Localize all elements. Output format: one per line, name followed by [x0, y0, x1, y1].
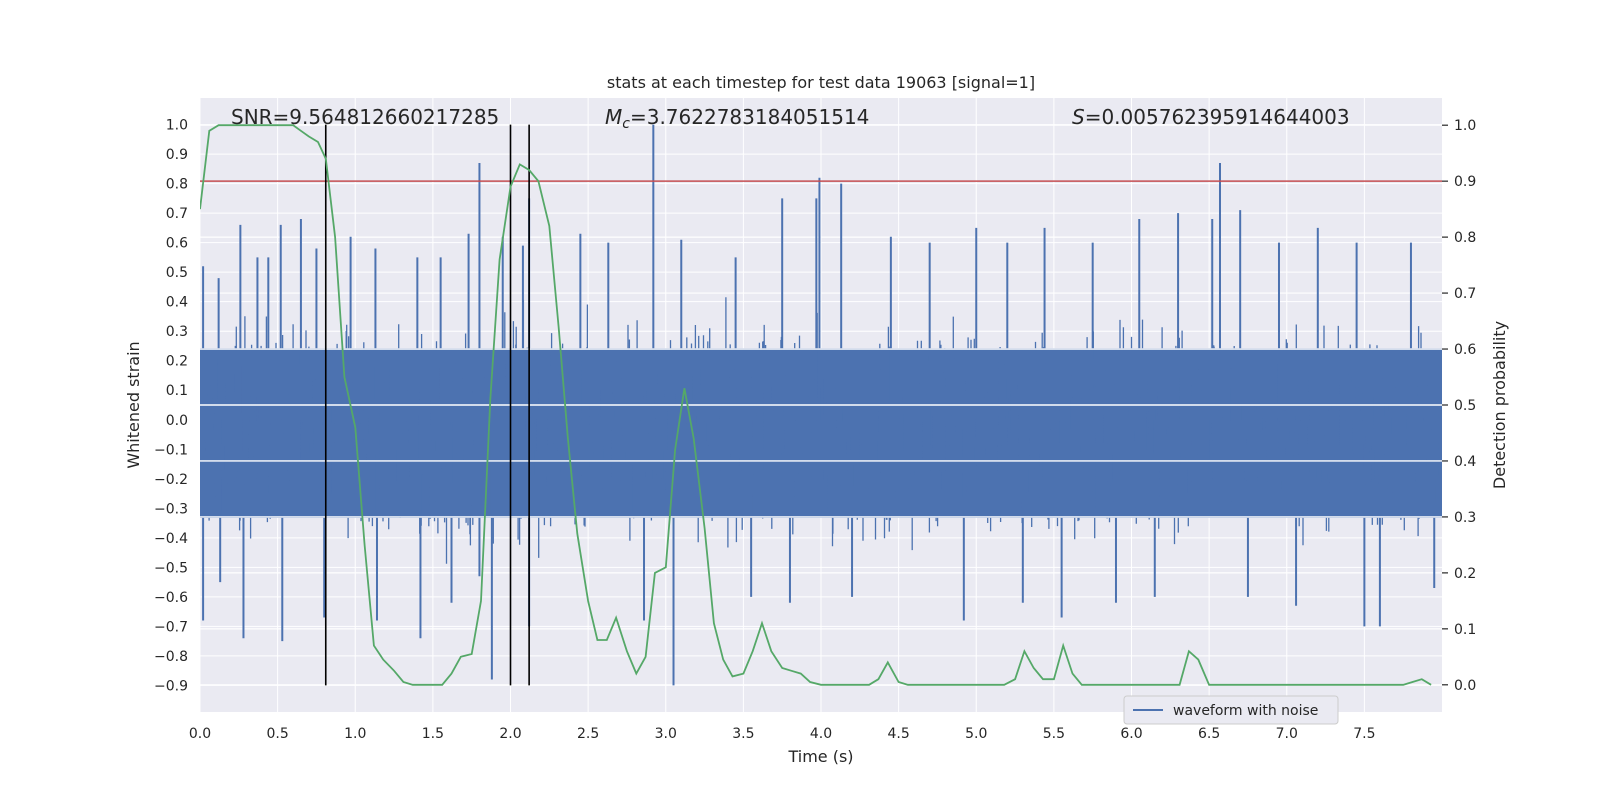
y-tick-label-right: 0.6 — [1454, 342, 1476, 358]
snr-annotation: SNR=9.564812660217285 — [231, 105, 499, 129]
x-tick-label: 7.5 — [1353, 726, 1375, 742]
y-tick-label-left: 0.9 — [166, 147, 188, 163]
y-tick-label-left: −0.7 — [154, 619, 188, 635]
left-y-axis-ticks: −0.9 −0.8 −0.7 −0.6 −0.5 −0.4 −0.3 −0.2 −0.1 0.0 0… — [154, 118, 188, 695]
y-tick-label-left: −0.6 — [154, 590, 188, 606]
x-tick-label: 4.5 — [887, 726, 909, 742]
probability-line — [200, 124, 1432, 686]
x-axis-label: Time (s) — [787, 747, 853, 766]
y-tick-label-left: 0.5 — [166, 265, 188, 281]
y-tick-label-right: 0.0 — [1454, 678, 1476, 694]
vertical-markers — [324, 124, 530, 686]
x-tick-label: 7.0 — [1276, 726, 1298, 742]
x-tick-label: 4.0 — [810, 726, 832, 742]
y-tick-label-left: 0.3 — [166, 324, 188, 340]
x-tick-label: 5.0 — [965, 726, 987, 742]
chart-title: stats at each timestep for test data 190… — [607, 73, 1035, 92]
legend: waveform with noise — [1123, 695, 1339, 725]
y-tick-label-left: −0.1 — [154, 442, 188, 458]
x-tick-label: 2.0 — [499, 726, 521, 742]
chirp-mass-annotation: Mc=3.7622783184051514 — [605, 105, 869, 132]
y-tick-label-right: 0.3 — [1454, 510, 1476, 526]
y-tick-label-right: 0.5 — [1454, 398, 1476, 414]
y-tick-label-left: 0.2 — [166, 354, 188, 370]
left-y-axis-label: Whitened strain — [124, 341, 143, 468]
s-symbol: S — [1072, 105, 1085, 129]
x-tick-label: 2.5 — [577, 726, 599, 742]
x-tick-label: 1.0 — [344, 726, 366, 742]
y-tick-label-right: 0.4 — [1454, 454, 1476, 470]
y-tick-label-right: 0.1 — [1454, 622, 1476, 638]
y-tick-label-left: 0.4 — [166, 295, 188, 311]
s-value: =0.005762395914644003 — [1085, 105, 1350, 129]
x-tick-label: 0.0 — [189, 726, 211, 742]
x-tick-label: 3.0 — [655, 726, 677, 742]
x-tick-label: 6.0 — [1120, 726, 1142, 742]
y-tick-label-left: 1.0 — [166, 118, 188, 134]
y-tick-label-right: 0.7 — [1454, 286, 1476, 302]
legend-box — [1123, 695, 1339, 725]
y-tick-label-left: −0.5 — [154, 560, 188, 576]
plot-content — [200, 124, 1442, 686]
right-y-axis-label: Detection probability — [1490, 321, 1509, 489]
chirp-mass-value: =3.7622783184051514 — [630, 105, 869, 129]
y-tick-label-right: 0.2 — [1454, 566, 1476, 582]
y-tick-label-left: 0.0 — [166, 413, 188, 429]
y-tick-label-left: 0.6 — [166, 236, 188, 252]
y-tick-label-left: −0.9 — [154, 678, 188, 694]
legend-label-waveform: waveform with noise — [1173, 703, 1318, 719]
chirp-mass-subscript: c — [622, 116, 630, 132]
x-tick-label: 3.5 — [732, 726, 754, 742]
x-tick-label: 0.5 — [266, 726, 288, 742]
y-tick-label-left: 0.7 — [166, 206, 188, 222]
x-tick-label: 1.5 — [422, 726, 444, 742]
y-tick-label-right: 0.9 — [1454, 174, 1476, 190]
y-tick-label-left: −0.2 — [154, 472, 188, 488]
y-tick-label-right: 1.0 — [1454, 118, 1476, 134]
chirp-mass-symbol: M — [605, 105, 622, 129]
y-tick-label-left: −0.3 — [154, 501, 188, 517]
y-tick-label-right: 0.8 — [1454, 230, 1476, 246]
x-axis-ticks: 0.0 0.5 1.0 1.5 2.0 2.5 3.0 3.5 4.0 4.5 5.0 5.5 6.0 6… — [189, 726, 1376, 742]
right-y-axis-ticks: 0.0 0.1 0.2 0.3 0.4 0.5 0.6 0.7 0.8 0.9 1.0 — [1442, 118, 1476, 694]
probability-series — [200, 124, 1432, 686]
s-annotation: S=0.005762395914644003 — [1072, 105, 1350, 129]
y-tick-label-left: 0.8 — [166, 177, 188, 193]
x-tick-label: 6.5 — [1198, 726, 1220, 742]
y-tick-label-left: −0.8 — [154, 649, 188, 665]
y-tick-label-left: −0.4 — [154, 531, 188, 547]
x-tick-label: 5.5 — [1043, 726, 1065, 742]
y-tick-label-left: 0.1 — [166, 383, 188, 399]
